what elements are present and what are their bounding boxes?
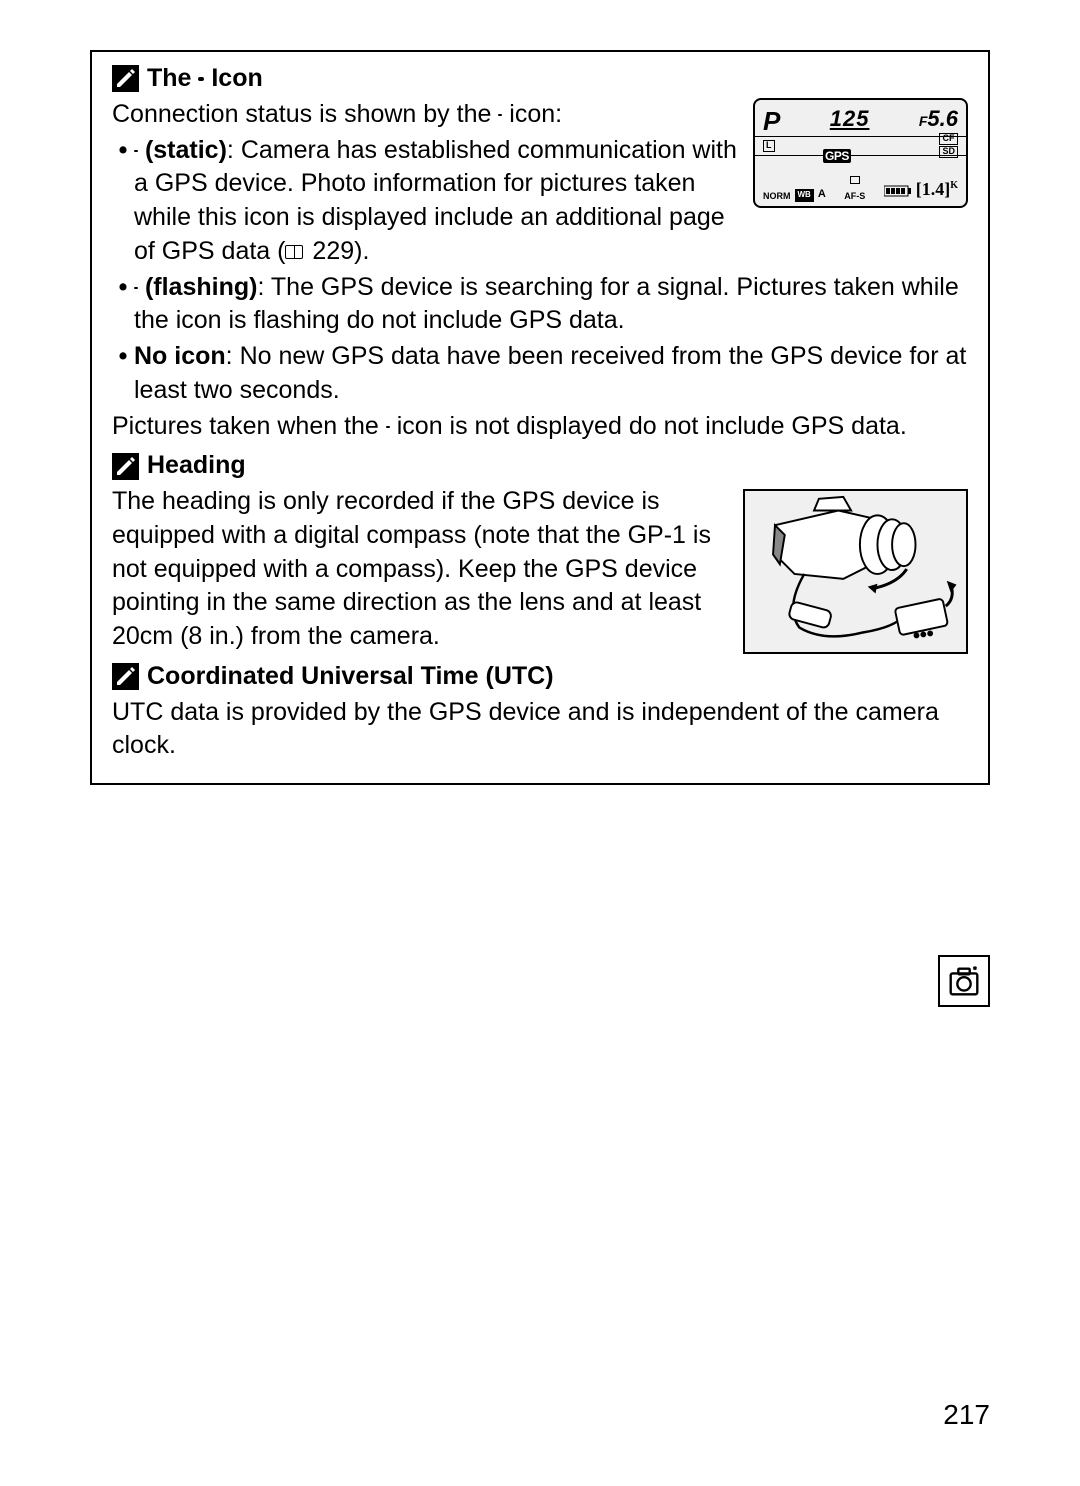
lcd-battery-icon bbox=[884, 185, 912, 202]
lcd-wb: WB bbox=[795, 189, 814, 202]
lcd-sd: SD bbox=[939, 146, 958, 158]
gps-icon bbox=[386, 426, 390, 428]
bullet-content: (static): Camera has established communi… bbox=[134, 134, 738, 269]
bullet-marker: • bbox=[112, 134, 134, 269]
lcd-display-diagram: P 125 F5.6 L GPS CF SD NORM WB A bbox=[753, 98, 968, 208]
bullet-marker: • bbox=[112, 271, 134, 339]
section-heading-utc: Coordinated Universal Time (UTC) bbox=[112, 660, 728, 694]
lcd-shutter: 125 bbox=[830, 104, 870, 139]
bullet-item: • (flashing): The GPS device is searchin… bbox=[112, 271, 968, 339]
manual-page: The Icon P 125 F5.6 L GPS CF SD bbox=[0, 0, 1080, 1486]
bullet-content: No icon: No new GPS data have been recei… bbox=[134, 340, 968, 408]
bullet-content: (flashing): The GPS device is searching … bbox=[134, 271, 968, 339]
section-heading-heading: Heading bbox=[112, 449, 968, 483]
gps-icon bbox=[498, 114, 502, 116]
pencil-note-icon bbox=[112, 453, 139, 480]
gps-icon bbox=[198, 77, 204, 81]
pencil-note-icon bbox=[112, 663, 139, 690]
gps-icon bbox=[134, 150, 138, 152]
page-ref-icon bbox=[285, 245, 303, 259]
lcd-norm: NORM bbox=[763, 190, 791, 202]
lcd-afs: AF-S bbox=[830, 176, 880, 201]
heading-text: Coordinated Universal Time (UTC) bbox=[147, 660, 554, 694]
lcd-gps-indicator: GPS bbox=[823, 139, 851, 173]
section-heading-icon: The Icon bbox=[112, 62, 968, 96]
heading-text: The Icon bbox=[147, 62, 263, 96]
gps-icon bbox=[134, 287, 138, 289]
lcd-size: L bbox=[763, 140, 775, 152]
pencil-note-icon bbox=[112, 65, 139, 92]
heading-text: Heading bbox=[147, 449, 246, 483]
lcd-mode: P bbox=[763, 104, 780, 139]
lcd-a: A bbox=[818, 187, 826, 202]
lcd-count: [1.4]K bbox=[916, 177, 958, 201]
bullet-item: • No icon: No new GPS data have been rec… bbox=[112, 340, 968, 408]
camera-gps-diagram bbox=[743, 489, 968, 654]
section3-body: UTC data is provided by the GPS device a… bbox=[112, 696, 968, 764]
info-box: The Icon P 125 F5.6 L GPS CF SD bbox=[90, 50, 990, 785]
section1-outro: Pictures taken when the icon is not disp… bbox=[112, 410, 968, 444]
lcd-cf: CF bbox=[939, 133, 958, 145]
page-number: 217 bbox=[943, 1399, 990, 1431]
bullet-marker: • bbox=[112, 340, 134, 408]
side-tab-icon bbox=[938, 955, 990, 1007]
bullet-item: • (static): Camera has established commu… bbox=[112, 134, 738, 269]
